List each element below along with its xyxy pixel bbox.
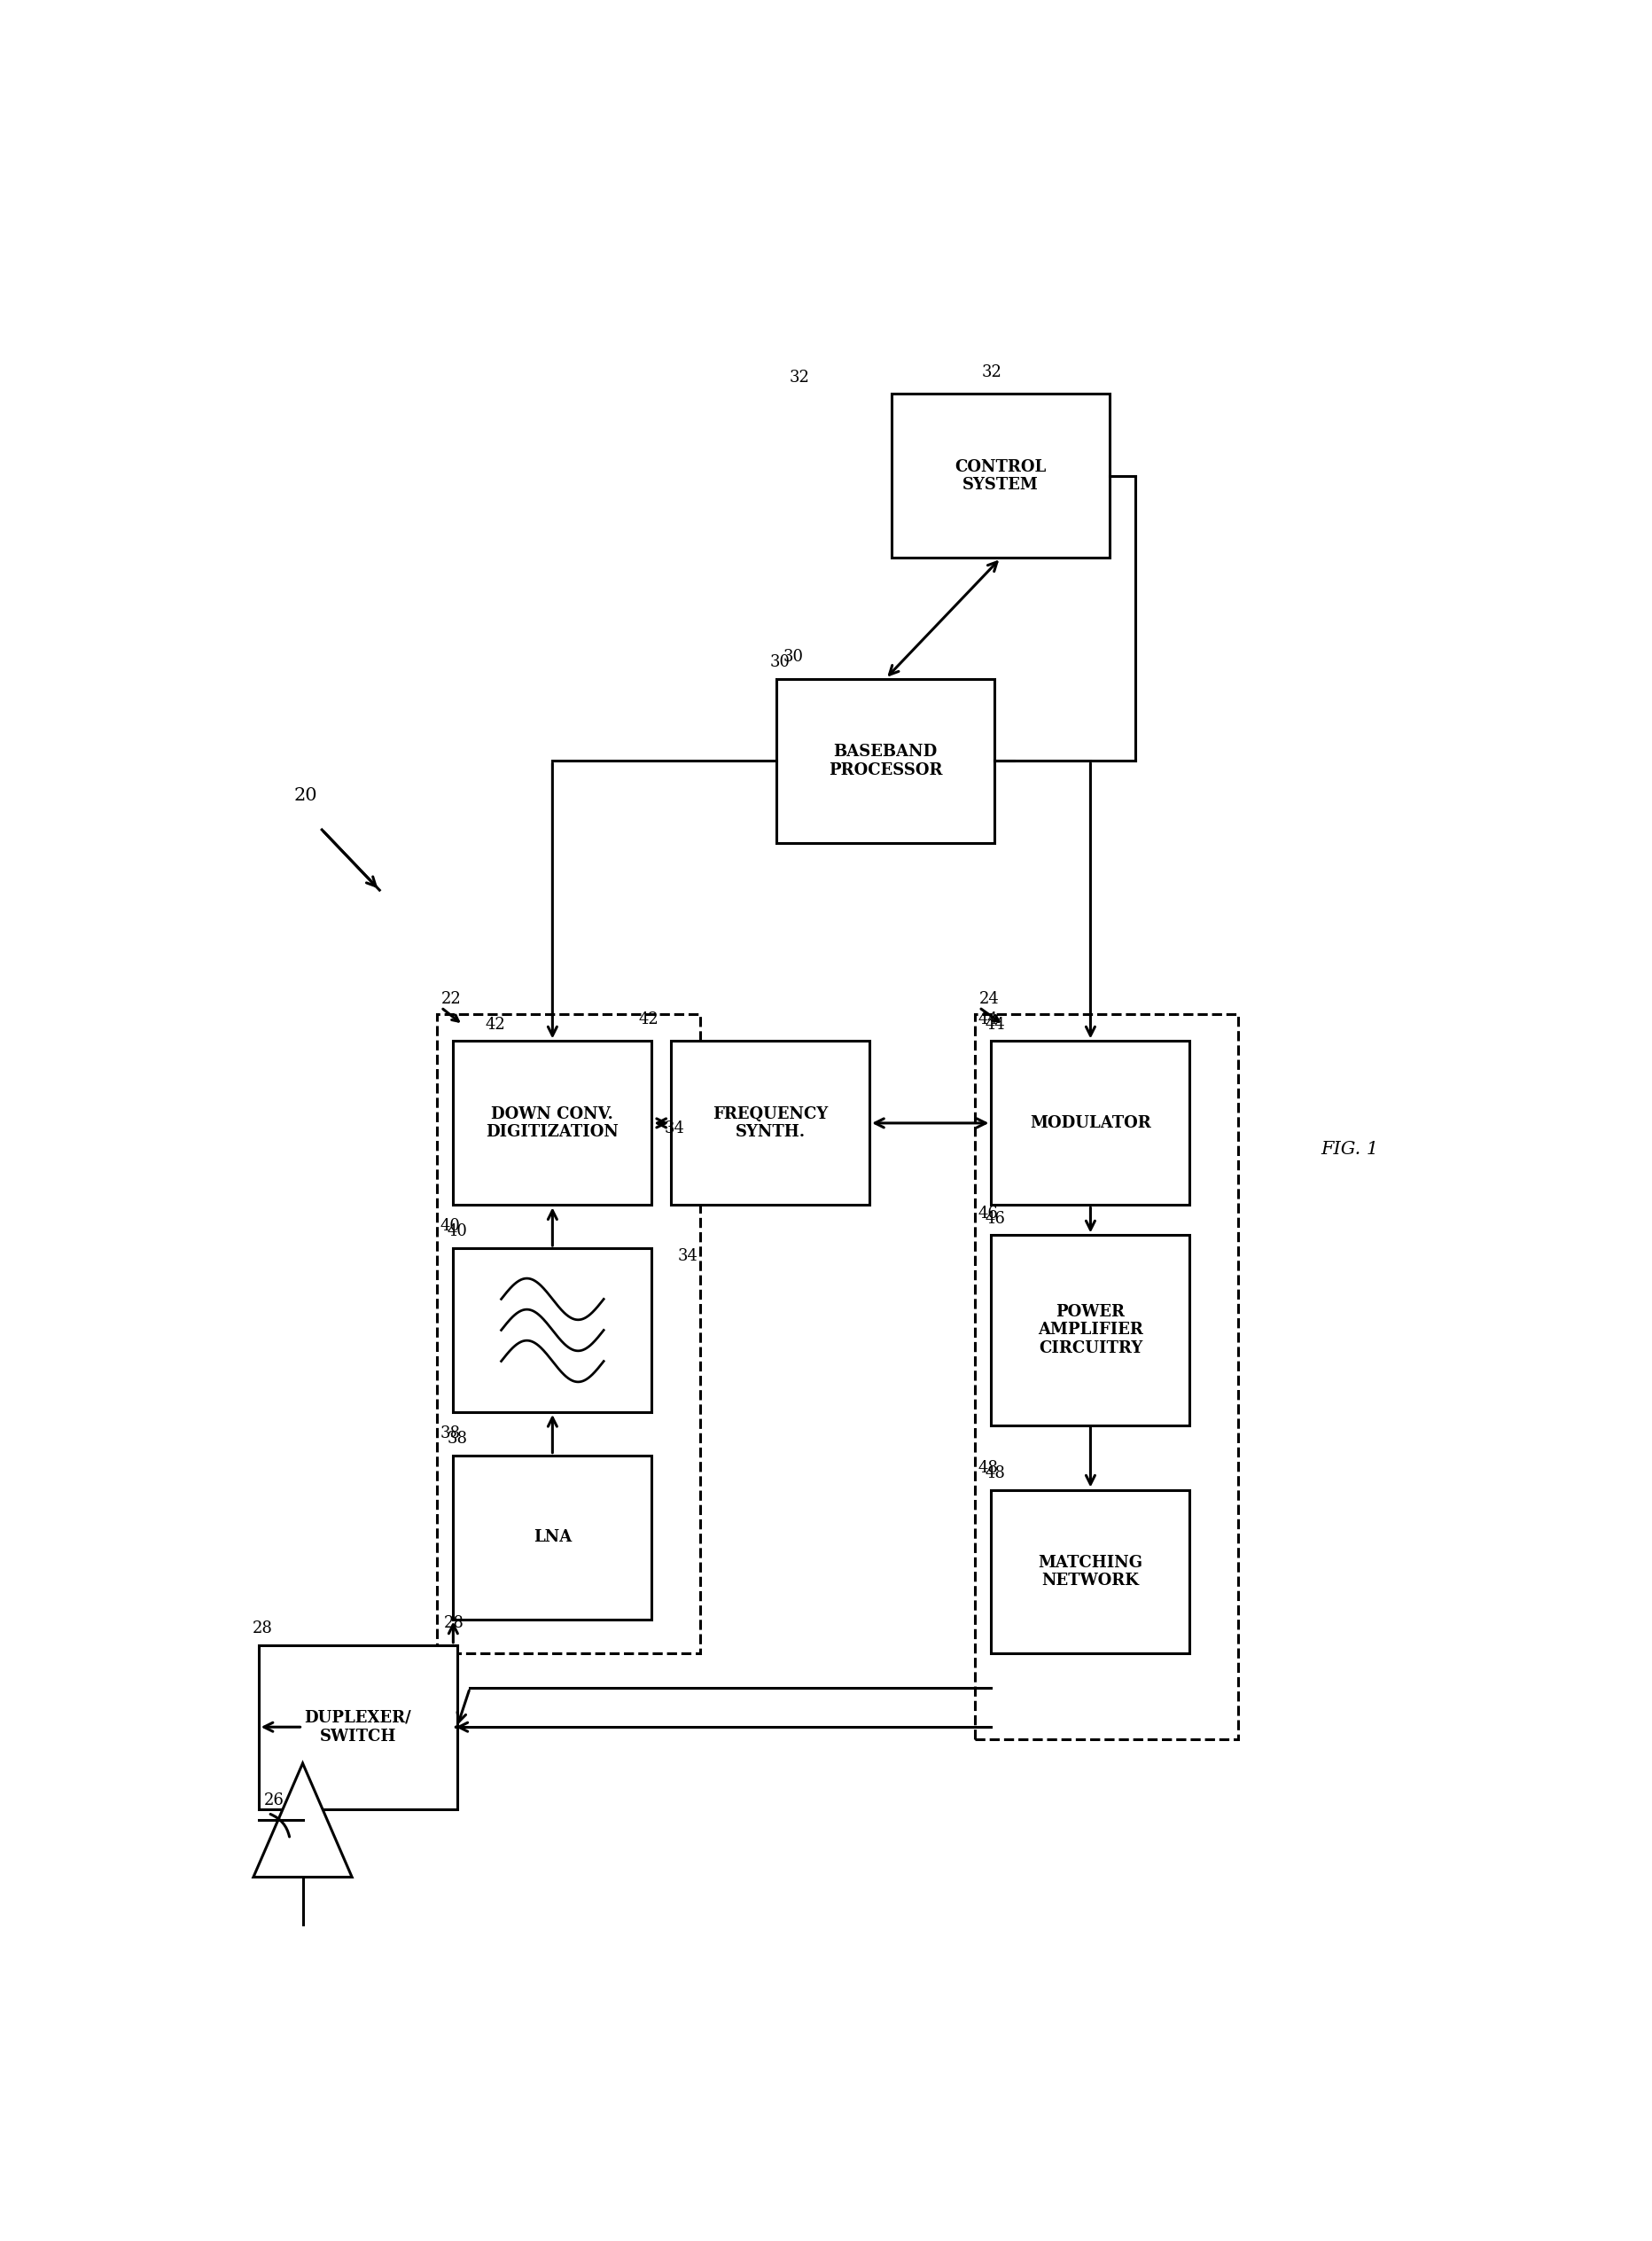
- Text: 38: 38: [446, 1430, 468, 1448]
- Text: 22: 22: [441, 991, 461, 1008]
- Text: 30: 30: [783, 650, 803, 666]
- Text: 46: 46: [985, 1210, 1004, 1226]
- Text: POWER
AMPLIFIER
CIRCUITRY: POWER AMPLIFIER CIRCUITRY: [1037, 1304, 1143, 1356]
- Text: 46: 46: [978, 1206, 998, 1221]
- Text: 40: 40: [439, 1219, 461, 1235]
- Text: 42: 42: [486, 1017, 506, 1033]
- Bar: [453, 1454, 651, 1620]
- Text: DOWN CONV.
DIGITIZATION: DOWN CONV. DIGITIZATION: [486, 1105, 618, 1141]
- Bar: [453, 1042, 651, 1206]
- Text: 30: 30: [770, 654, 790, 670]
- Bar: [975, 1015, 1237, 1739]
- Text: 44: 44: [985, 1017, 1004, 1033]
- Text: FREQUENCY
SYNTH.: FREQUENCY SYNTH.: [712, 1105, 828, 1141]
- Bar: [991, 1490, 1189, 1654]
- Text: 48: 48: [978, 1459, 998, 1477]
- Bar: [258, 1645, 458, 1808]
- Bar: [991, 1235, 1189, 1425]
- Bar: [991, 1042, 1189, 1206]
- Text: MATCHING
NETWORK: MATCHING NETWORK: [1037, 1555, 1142, 1589]
- Text: 42: 42: [639, 1011, 659, 1026]
- Text: 44: 44: [978, 1011, 998, 1026]
- Polygon shape: [253, 1764, 352, 1878]
- Text: 28: 28: [444, 1616, 464, 1631]
- Text: LNA: LNA: [534, 1528, 572, 1546]
- Text: 38: 38: [439, 1425, 461, 1441]
- Text: 28: 28: [253, 1620, 273, 1636]
- Text: 32: 32: [981, 365, 1001, 381]
- Text: 20: 20: [294, 787, 317, 805]
- Bar: [453, 1248, 651, 1412]
- Bar: [671, 1042, 869, 1206]
- Bar: [892, 394, 1108, 558]
- Bar: [776, 679, 995, 843]
- Text: 34: 34: [664, 1120, 684, 1136]
- Text: 24: 24: [978, 991, 999, 1008]
- Bar: [436, 1015, 699, 1654]
- Text: FIG. 1: FIG. 1: [1320, 1141, 1378, 1156]
- Text: 34: 34: [677, 1248, 697, 1264]
- Text: 26: 26: [264, 1793, 284, 1808]
- Text: DUPLEXER/
SWITCH: DUPLEXER/ SWITCH: [304, 1710, 411, 1743]
- Text: 32: 32: [790, 370, 809, 385]
- Text: 40: 40: [446, 1224, 468, 1239]
- Text: 48: 48: [985, 1466, 1004, 1481]
- Text: BASEBAND
PROCESSOR: BASEBAND PROCESSOR: [828, 744, 942, 778]
- Text: MODULATOR: MODULATOR: [1029, 1116, 1150, 1132]
- Text: CONTROL
SYSTEM: CONTROL SYSTEM: [955, 459, 1046, 493]
